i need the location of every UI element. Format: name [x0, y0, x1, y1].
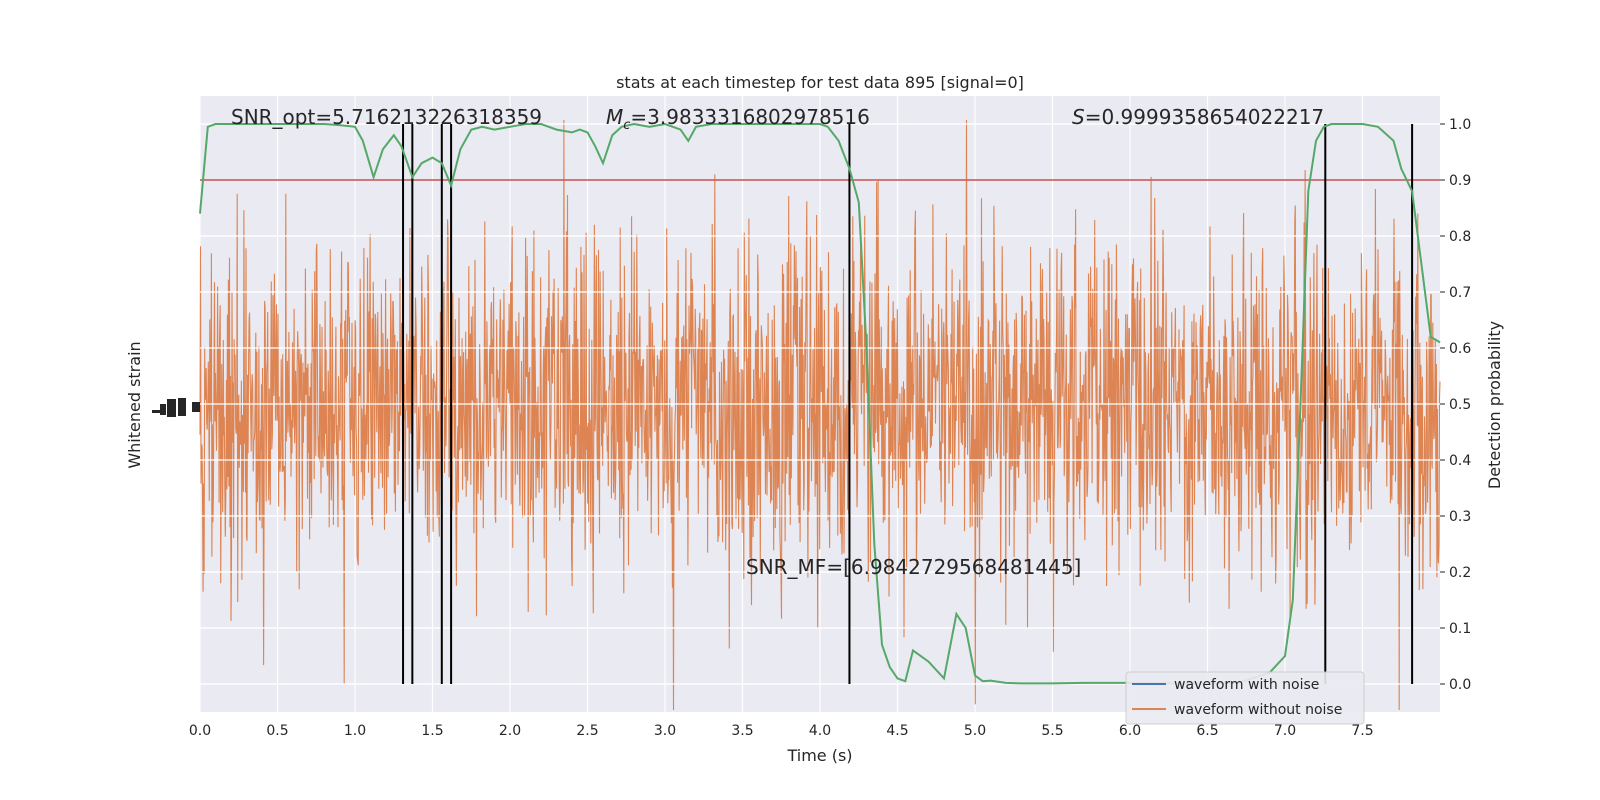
s-annotation: S=0.9999358654022217 — [1072, 105, 1324, 129]
chirp-mass-symbol: M — [606, 105, 623, 129]
snr-mf-annotation: SNR_MF=[6.9842729568481445] — [746, 555, 1081, 579]
y-axis-right-ticks: 0.0 0.1 0.2 0.3 0.4 0.5 0.6 0.7 0.8 0.9 1.0 — [1440, 117, 1471, 693]
legend-label-with-noise: waveform with noise — [1174, 677, 1319, 693]
snr-opt-annotation: SNR_opt=5.716213226318359 — [231, 105, 542, 129]
y-axis-right-label: Detection probability — [1485, 321, 1504, 489]
threshold-line — [200, 123, 1440, 685]
chart-title: stats at each timestep for test data 895… — [616, 73, 1024, 92]
x-tick-label: 4.5 — [886, 723, 908, 739]
y-tick-label: 0.9 — [1449, 173, 1471, 189]
detection-probability-line — [199, 122, 1441, 685]
x-tick-label: 1.5 — [421, 723, 443, 739]
x-tick-label: 7.0 — [1274, 723, 1296, 739]
vertical-markers — [402, 124, 1414, 684]
x-tick-label: 7.5 — [1351, 723, 1373, 739]
chirp-mass-value: =3.9833316802978516 — [630, 105, 869, 129]
y-tick-label: 0.8 — [1449, 229, 1471, 245]
x-tick-label: 5.5 — [1041, 723, 1063, 739]
y-tick-label: 1.0 — [1449, 117, 1471, 133]
x-tick-label: 3.0 — [654, 723, 676, 739]
y-tick-label: 0.0 — [1449, 677, 1471, 693]
x-tick-label: 6.5 — [1196, 723, 1218, 739]
x-axis-ticks: 0.0 0.5 1.0 1.5 2.0 2.5 3.0 3.5 4.0 4.5 5.0 5.5 6.0 6… — [189, 723, 1374, 739]
waveform-without-noise-line — [199, 119, 1441, 711]
s-value: =0.9999358654022217 — [1085, 105, 1324, 129]
legend: waveform with noise waveform without noi… — [1125, 671, 1365, 725]
x-tick-label: 0.5 — [266, 723, 288, 739]
x-axis-label: Time (s) — [786, 746, 852, 765]
y-tick-label: 0.4 — [1449, 453, 1471, 469]
x-tick-label: 0.0 — [189, 723, 211, 739]
y-tick-label: 0.5 — [1449, 397, 1471, 413]
y-tick-label: 0.7 — [1449, 285, 1471, 301]
legend-label-without-noise: waveform without noise — [1174, 702, 1342, 718]
x-tick-label: 2.5 — [576, 723, 598, 739]
chirp-mass-annotation: Mc=3.9833316802978516 — [606, 105, 870, 133]
x-tick-label: 5.0 — [964, 723, 986, 739]
x-tick-label: 2.0 — [499, 723, 521, 739]
x-tick-label: 4.0 — [809, 723, 831, 739]
y-axis-left-label: Whitened strain — [125, 341, 144, 468]
x-tick-label: 6.0 — [1119, 723, 1141, 739]
probability-series — [199, 122, 1441, 685]
chirp-mass-subscript: c — [623, 118, 630, 133]
x-tick-label: 1.0 — [344, 723, 366, 739]
y-tick-label: 0.6 — [1449, 341, 1471, 357]
legend-box — [1125, 671, 1365, 725]
y-tick-label: 0.3 — [1449, 509, 1471, 525]
y-tick-label: 0.1 — [1449, 621, 1471, 637]
left-tick-clutter — [152, 398, 200, 417]
y-tick-label: 0.2 — [1449, 565, 1471, 581]
s-symbol: S — [1072, 105, 1085, 129]
x-tick-label: 3.5 — [731, 723, 753, 739]
